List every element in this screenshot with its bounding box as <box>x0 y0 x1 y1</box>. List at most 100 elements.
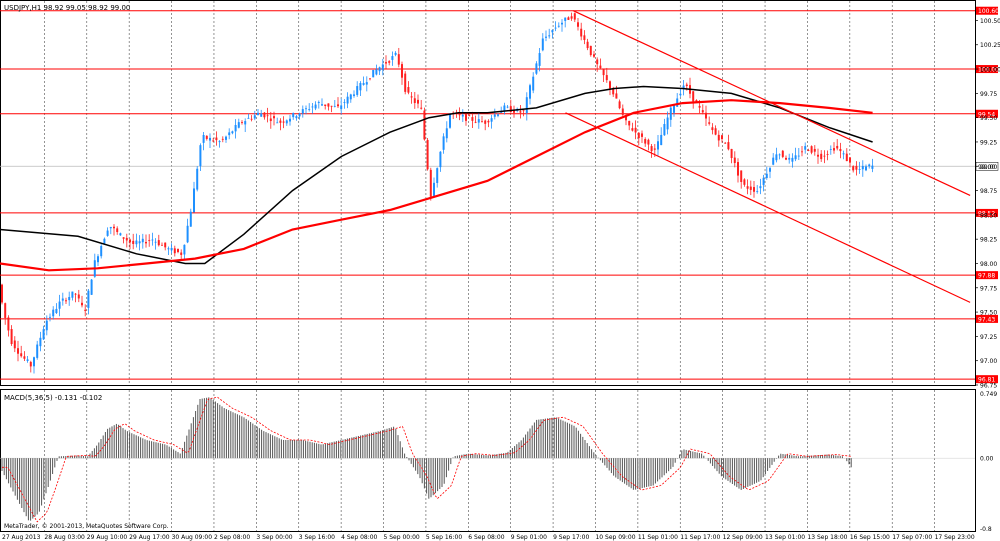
candle-body <box>81 302 83 306</box>
candle-body <box>839 148 842 152</box>
horizontal-levels: 100.60 100.00 99.54 98.52 97.88 97.43 96.81 99.… <box>0 6 999 384</box>
trendline <box>573 10 971 196</box>
candle-body <box>615 93 618 99</box>
candle-body <box>797 155 800 157</box>
candle-body <box>314 104 317 109</box>
candle-body <box>657 141 659 150</box>
candle-body <box>708 122 711 124</box>
candle-body <box>410 96 413 98</box>
level-price-label: 97.88 <box>978 273 995 280</box>
y-tick-label: 99.00 <box>980 164 997 171</box>
x-tick-label: 13 Sep 01:00 <box>765 534 805 541</box>
candle-body <box>445 128 448 139</box>
candle-body <box>836 145 839 149</box>
candle-body <box>225 136 227 140</box>
level-price-tag <box>976 271 998 280</box>
candle-body <box>618 101 621 109</box>
candle-body <box>519 111 522 113</box>
candle-body <box>212 140 215 142</box>
candle-body <box>522 110 525 112</box>
candle-body <box>145 242 147 244</box>
candle-body <box>209 137 211 141</box>
candle-body <box>449 113 451 128</box>
candle-body <box>135 240 138 245</box>
candle-body <box>647 139 650 145</box>
candle-body <box>356 86 359 95</box>
candle-body <box>257 112 259 115</box>
candle-body <box>23 356 26 359</box>
macd-histogram <box>0 397 975 521</box>
candle-body <box>324 104 327 106</box>
candle-body <box>545 36 547 38</box>
candle-body <box>391 56 394 60</box>
candle-body <box>173 248 176 254</box>
candle-body <box>769 168 771 172</box>
candle-body <box>493 114 496 117</box>
candle-body <box>231 131 234 134</box>
y-tick-label: 99.50 <box>980 115 997 122</box>
candle-body <box>829 149 832 150</box>
candle-body <box>68 296 71 301</box>
candle-body <box>372 69 375 78</box>
candle-body <box>813 148 816 152</box>
candle-body <box>417 99 419 104</box>
candle-body <box>77 294 80 299</box>
candle-body <box>199 145 202 167</box>
y-tick-label: 97.25 <box>980 334 997 341</box>
candle-body <box>119 233 122 236</box>
candle-body <box>817 154 819 157</box>
y-tick-label: 98.75 <box>980 188 997 195</box>
x-tick-label: 13 Sep 18:00 <box>807 534 847 541</box>
candle-body <box>273 116 275 119</box>
candle-body <box>122 237 125 239</box>
candle-body <box>132 240 135 244</box>
candle-body <box>36 344 39 358</box>
y-tick-label: 96.75 <box>980 383 997 390</box>
candle-body <box>570 16 573 19</box>
candle-body <box>282 121 285 123</box>
candle-body <box>237 122 240 128</box>
candle-body <box>308 109 311 110</box>
candle-body <box>1 284 3 303</box>
candle-body <box>724 142 727 144</box>
candle-body <box>765 173 768 179</box>
candle-body <box>17 348 19 354</box>
candle-body <box>116 228 119 233</box>
candle-body <box>593 54 595 57</box>
main-grid <box>44 1 935 385</box>
candle-body <box>685 84 688 86</box>
y-tick-label: 99.75 <box>980 91 997 98</box>
x-tick-label: 29 Aug 10:00 <box>87 534 128 541</box>
candle-body <box>468 115 471 116</box>
candle-body <box>164 242 167 248</box>
candle-body <box>849 157 851 163</box>
macd-y-tick-label: 0.00 <box>980 456 994 463</box>
level-price-label: 100.60 <box>978 8 999 15</box>
candle-body <box>205 135 208 139</box>
x-tick-label: 11 Sep 17:00 <box>680 534 720 541</box>
candle-body <box>221 138 224 140</box>
candle-body <box>311 106 314 108</box>
candle-body <box>804 146 807 150</box>
candle-body <box>58 301 61 309</box>
candle-body <box>868 164 871 167</box>
candle-body <box>234 124 237 132</box>
candle-body <box>420 107 423 109</box>
candle-body <box>679 93 682 96</box>
candle-body <box>506 106 509 108</box>
candle-body <box>634 127 637 133</box>
level-price-tag <box>976 375 998 384</box>
candle-body <box>167 248 170 250</box>
candle-body <box>820 153 823 160</box>
candle-body <box>295 116 298 119</box>
candle-body <box>151 239 154 241</box>
candle-body <box>625 114 627 121</box>
candle-body <box>567 17 570 20</box>
candle-body <box>429 169 432 197</box>
candle-body <box>481 121 483 123</box>
candle-body <box>461 114 464 117</box>
candle-body <box>727 142 730 150</box>
candle-body <box>193 188 195 213</box>
